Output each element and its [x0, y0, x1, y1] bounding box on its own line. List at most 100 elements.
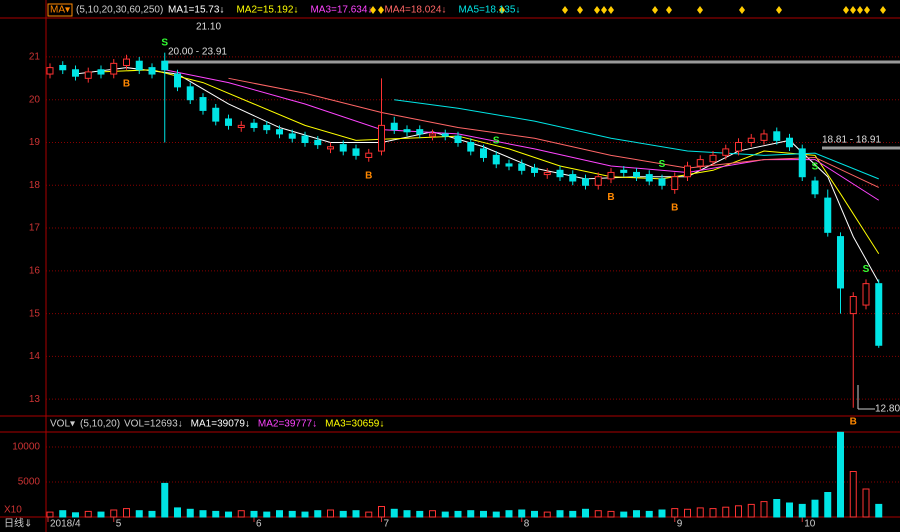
x-tick-label: 5 [116, 519, 122, 530]
candle-body [378, 124, 385, 152]
candle-body [645, 174, 653, 182]
volume-bar [288, 510, 296, 518]
signal-sell: S [161, 37, 168, 48]
ma-readout: MA2=15.192↓ [236, 5, 298, 16]
price-annotation: 21.10 [196, 22, 221, 33]
x-tick-label: 7 [384, 519, 390, 530]
volume-bar [237, 510, 245, 518]
volume-bar [582, 508, 589, 518]
timeframe[interactable]: 日线⇓ [4, 517, 32, 530]
volume-readout: VOL=12693↓ [124, 419, 183, 430]
volume-bar [327, 509, 334, 518]
volume-bar [148, 510, 156, 518]
x-tick-label: 2018/4 [50, 519, 81, 530]
candle-body [607, 171, 615, 180]
volume-bar [811, 499, 819, 518]
candle-body [225, 118, 232, 126]
volume-bar [671, 508, 679, 518]
candle-body [747, 137, 755, 143]
candle-body [811, 180, 819, 195]
candle-body [722, 148, 730, 156]
volume-bar [747, 503, 755, 518]
ma-line [164, 69, 880, 201]
alert-marker [608, 6, 614, 14]
volume-bar [225, 511, 232, 518]
volume-readout: MA3=30659↓ [325, 419, 384, 430]
volume-readout: MA1=39079↓ [191, 419, 250, 430]
alert-marker [739, 6, 745, 14]
volume-bar [862, 488, 870, 518]
alert-marker [378, 6, 384, 14]
volume-bar [378, 506, 385, 518]
candle-body [492, 154, 500, 165]
volume-bar [837, 431, 844, 518]
alert-marker [594, 6, 600, 14]
candle-body [416, 129, 424, 135]
volume-bar [798, 503, 806, 518]
indicator-params: (5,10,20,30,60,250) [76, 5, 163, 16]
volume-bar [110, 509, 118, 518]
volume-bar [174, 507, 181, 518]
volume-bar [123, 508, 130, 518]
y-tick-label: 21 [29, 52, 41, 63]
candle-body [556, 169, 564, 178]
volume-bar [250, 510, 258, 518]
volume-bar [161, 482, 169, 518]
alert-marker [697, 6, 703, 14]
candle-body [824, 197, 832, 233]
price-annotation: 12.80 [875, 404, 900, 415]
signal-sell: S [863, 264, 870, 275]
ma-line [228, 77, 879, 188]
volume-bar [314, 510, 322, 518]
volume-bar [684, 508, 691, 518]
candle-body [97, 69, 105, 75]
candle-body [161, 60, 169, 71]
candle-body [582, 178, 589, 186]
volume-bar [709, 508, 717, 518]
volume-bar [365, 511, 373, 518]
volume-tick-label: 10000 [12, 442, 40, 453]
volume-bar [301, 511, 309, 518]
ma-readout: MA1=15.73↓ [168, 5, 224, 16]
candle-body [594, 176, 602, 186]
candle-body [276, 129, 283, 135]
volume-menu[interactable]: VOL▾ [50, 419, 75, 430]
alert-marker [370, 6, 376, 14]
alert-marker [577, 6, 583, 14]
volume-bar [135, 510, 143, 518]
candle-body [760, 133, 768, 141]
signal-buy: B [365, 170, 372, 181]
alert-marker [864, 6, 870, 14]
candle-body [327, 146, 334, 150]
volume-bar [352, 510, 360, 518]
ma-readout: MA3=17.634↓ [310, 5, 372, 16]
y-tick-label: 13 [29, 394, 41, 405]
alert-marker [499, 6, 505, 14]
candle-body [543, 171, 551, 176]
volume-bar [849, 471, 857, 518]
indicator-menu[interactable]: MA▾ [50, 5, 70, 16]
x-tick-label: 10 [804, 519, 816, 530]
y-tick-label: 16 [29, 265, 41, 276]
volume-readout: MA2=39777↓ [258, 419, 317, 430]
volume-bar [72, 512, 79, 518]
candle-body [46, 67, 54, 75]
candle-body [480, 148, 487, 158]
volume-bar [59, 510, 67, 518]
y-tick-label: 18 [29, 180, 41, 191]
candle-body [186, 86, 194, 101]
candle-body [531, 167, 538, 173]
x-tick-label: 9 [677, 519, 683, 530]
candle-body [875, 283, 883, 346]
volume-bar [760, 501, 768, 518]
signal-buy: B [671, 202, 678, 213]
volume-bar [416, 510, 424, 518]
ma-line [75, 67, 880, 283]
candle-body [174, 73, 181, 88]
volume-bar [543, 511, 551, 518]
candle-body [633, 171, 640, 178]
volume-bar [480, 510, 487, 518]
candle-body [212, 107, 220, 122]
signal-sell: S [659, 159, 666, 170]
signal-sell: S [493, 136, 500, 147]
